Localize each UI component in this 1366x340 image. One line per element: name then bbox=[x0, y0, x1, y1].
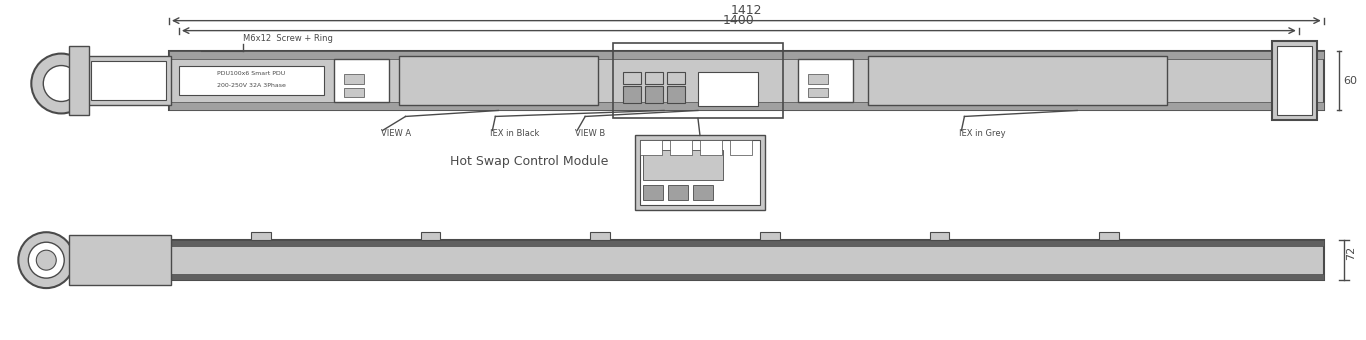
Bar bbox=[693, 185, 713, 200]
Bar bbox=[1035, 59, 1059, 101]
Bar bbox=[645, 71, 663, 84]
Circle shape bbox=[766, 95, 770, 99]
Circle shape bbox=[571, 73, 585, 87]
Bar bbox=[645, 85, 663, 103]
Text: VIEW A: VIEW A bbox=[381, 130, 411, 138]
Circle shape bbox=[475, 73, 489, 87]
Circle shape bbox=[1137, 73, 1150, 87]
Circle shape bbox=[766, 74, 770, 79]
Bar bbox=[699, 140, 721, 155]
Bar bbox=[798, 58, 852, 102]
Circle shape bbox=[18, 232, 74, 288]
Circle shape bbox=[173, 78, 180, 84]
Circle shape bbox=[540, 73, 553, 87]
Bar bbox=[643, 150, 723, 180]
Bar bbox=[92, 61, 167, 101]
Bar bbox=[1100, 59, 1123, 101]
Circle shape bbox=[912, 73, 926, 87]
Bar bbox=[169, 102, 1324, 111]
Circle shape bbox=[507, 73, 522, 87]
Bar bbox=[421, 232, 440, 240]
Bar bbox=[344, 87, 363, 98]
Bar bbox=[333, 58, 388, 102]
Text: 72: 72 bbox=[1346, 246, 1355, 260]
Bar bbox=[169, 51, 1324, 58]
Bar bbox=[643, 185, 663, 200]
Bar bbox=[759, 232, 780, 240]
Bar bbox=[169, 240, 1324, 280]
Bar bbox=[807, 87, 828, 98]
Text: M6x12  Screw + Ring: M6x12 Screw + Ring bbox=[243, 34, 333, 42]
Bar bbox=[1067, 59, 1091, 101]
Circle shape bbox=[944, 73, 959, 87]
Text: Hot Swap Control Module: Hot Swap Control Module bbox=[451, 155, 609, 168]
Bar bbox=[70, 235, 171, 285]
Circle shape bbox=[44, 66, 79, 101]
Circle shape bbox=[881, 73, 895, 87]
Circle shape bbox=[766, 104, 770, 108]
Bar bbox=[876, 59, 900, 101]
Bar bbox=[807, 73, 828, 84]
Bar bbox=[407, 59, 430, 101]
Circle shape bbox=[444, 73, 458, 87]
Bar bbox=[623, 85, 641, 103]
Circle shape bbox=[1072, 73, 1086, 87]
Bar bbox=[169, 51, 1324, 110]
Circle shape bbox=[29, 242, 64, 278]
Bar bbox=[940, 59, 963, 101]
Bar bbox=[470, 59, 494, 101]
Bar bbox=[1004, 59, 1027, 101]
Bar bbox=[590, 232, 611, 240]
Bar bbox=[438, 59, 463, 101]
Bar bbox=[169, 240, 1324, 246]
Bar bbox=[534, 59, 559, 101]
Circle shape bbox=[1008, 73, 1022, 87]
Text: VIEW B: VIEW B bbox=[575, 130, 605, 138]
Bar bbox=[907, 59, 932, 101]
Bar bbox=[344, 73, 363, 84]
Bar bbox=[251, 232, 270, 240]
Bar bbox=[1272, 40, 1317, 120]
Bar bbox=[623, 71, 641, 84]
Bar bbox=[729, 140, 751, 155]
Text: IEX in Grey: IEX in Grey bbox=[959, 130, 1007, 138]
Circle shape bbox=[1104, 73, 1119, 87]
Text: 1400: 1400 bbox=[723, 14, 755, 27]
Bar bbox=[641, 140, 663, 155]
Bar bbox=[667, 85, 684, 103]
Bar bbox=[1131, 59, 1156, 101]
Bar bbox=[671, 140, 693, 155]
Bar bbox=[567, 59, 590, 101]
Bar bbox=[86, 55, 171, 105]
Circle shape bbox=[31, 54, 92, 114]
Bar bbox=[635, 135, 765, 210]
Bar bbox=[179, 66, 324, 96]
Text: IEX in Black: IEX in Black bbox=[490, 130, 540, 138]
Bar bbox=[867, 55, 1167, 105]
Text: 200-250V 32A 3Phase: 200-250V 32A 3Phase bbox=[217, 83, 285, 88]
Bar bbox=[1100, 232, 1119, 240]
Text: 60: 60 bbox=[1344, 75, 1358, 86]
Bar bbox=[1277, 46, 1311, 116]
Bar bbox=[698, 71, 758, 106]
Circle shape bbox=[411, 73, 426, 87]
Text: PDU100x6 Smart PDU: PDU100x6 Smart PDU bbox=[217, 71, 285, 76]
Circle shape bbox=[37, 250, 56, 270]
Bar bbox=[667, 71, 684, 84]
Text: 1412: 1412 bbox=[731, 4, 762, 17]
Bar bbox=[399, 55, 598, 105]
Bar bbox=[641, 140, 759, 205]
Bar bbox=[613, 42, 783, 118]
Bar bbox=[668, 185, 688, 200]
Circle shape bbox=[977, 73, 990, 87]
Bar bbox=[971, 59, 996, 101]
Bar bbox=[503, 59, 526, 101]
Circle shape bbox=[766, 85, 770, 88]
Circle shape bbox=[1041, 73, 1055, 87]
Bar bbox=[169, 274, 1324, 280]
Bar bbox=[929, 232, 949, 240]
Bar bbox=[70, 46, 89, 116]
